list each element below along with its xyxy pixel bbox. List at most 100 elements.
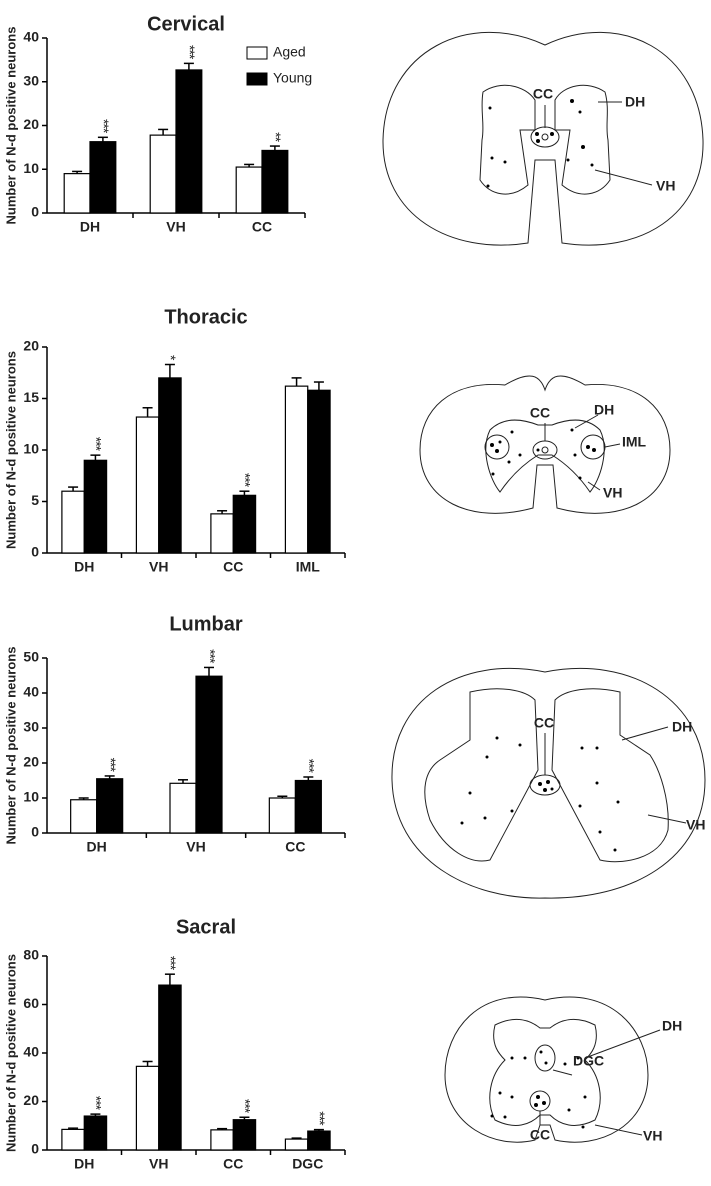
x-tick-label: DH [87, 839, 107, 855]
y-axis-label: Number of N-d positive neurons [3, 27, 18, 225]
significance-mark: *** [163, 956, 179, 971]
y-tick-label: 30 [23, 72, 39, 88]
significance-mark: *** [182, 45, 198, 60]
y-tick-label: 50 [23, 649, 39, 665]
bar [261, 149, 289, 214]
x-tick-label: DH [74, 559, 94, 575]
x-tick-label: CC [252, 219, 272, 235]
legend-label: Aged [273, 44, 306, 60]
y-tick-label: 0 [31, 544, 39, 560]
x-tick-label: VH [186, 839, 205, 855]
bar [169, 782, 197, 834]
diagram-lumbar: CC DH VH [391, 667, 706, 899]
bar [307, 1130, 331, 1151]
bar [210, 513, 234, 554]
bar [89, 141, 117, 214]
bar [232, 1119, 257, 1151]
bar [83, 459, 108, 554]
y-tick-label: 20 [23, 116, 39, 132]
x-tick-label: IML [296, 559, 321, 575]
bar [83, 1115, 108, 1151]
diagram-label: CC [533, 86, 553, 102]
y-tick-label: 15 [23, 389, 39, 405]
bar [195, 675, 223, 834]
bar [149, 134, 177, 214]
bar [284, 1138, 309, 1151]
chart-title: Lumbar [169, 613, 243, 635]
diagram-label: DH [625, 94, 645, 110]
diagram-sacral: DH DGC CC VH [444, 996, 682, 1144]
x-tick-label: CC [285, 839, 305, 855]
significance-mark: *** [238, 473, 254, 488]
significance-mark: ** [268, 132, 284, 142]
significance-mark: *** [238, 1099, 254, 1114]
significance-mark: *** [89, 437, 105, 452]
x-tick-label: DH [74, 1156, 94, 1172]
significance-mark: *** [96, 119, 112, 134]
y-tick-label: 10 [23, 160, 39, 176]
bar [284, 385, 309, 554]
legend-label: Young [273, 70, 312, 86]
bar [158, 984, 182, 1151]
significance-mark: *** [103, 758, 119, 773]
chart-title: Cervical [147, 13, 225, 35]
bar [232, 494, 257, 554]
significance-mark: *** [202, 649, 218, 664]
y-tick-label: 20 [23, 1092, 39, 1108]
y-tick-label: 0 [31, 824, 39, 840]
bar [61, 1128, 85, 1151]
diagram-label: VH [656, 178, 675, 194]
bar [63, 173, 91, 214]
y-axis-label: Number of N-d positive neurons [3, 954, 18, 1152]
significance-mark: *** [312, 1111, 328, 1126]
bar [70, 799, 98, 834]
x-tick-label: DGC [292, 1156, 323, 1172]
bar [307, 389, 331, 554]
bar [135, 416, 160, 554]
y-tick-label: 40 [23, 29, 39, 45]
chart-title: Thoracic [164, 306, 247, 328]
y-tick-label: 80 [23, 947, 39, 963]
x-tick-label: DH [80, 219, 100, 235]
x-tick-label: VH [149, 559, 168, 575]
bar [235, 166, 263, 214]
diagram-label: DGC [573, 1053, 604, 1069]
bar [210, 1129, 234, 1151]
diagram-label: VH [686, 817, 705, 833]
y-tick-label: 40 [23, 1044, 39, 1060]
y-axis-label: Number of N-d positive neurons [3, 647, 18, 845]
bar [158, 377, 182, 554]
diagram-thoracic: CC DH IML VH [419, 375, 671, 514]
chart-title: Sacral [176, 916, 236, 938]
bar [268, 797, 296, 834]
diagram-label: CC [534, 715, 554, 731]
bar [96, 778, 124, 834]
legend-swatch [246, 72, 268, 86]
y-tick-label: 0 [31, 1141, 39, 1157]
y-tick-label: 10 [23, 789, 39, 805]
y-tick-label: 10 [23, 441, 39, 457]
diagram-label: DH [672, 719, 692, 735]
y-tick-label: 20 [23, 338, 39, 354]
diagram-label: DH [594, 402, 614, 418]
bar [294, 779, 322, 834]
diagram-label: VH [603, 485, 622, 501]
y-tick-label: 0 [31, 204, 39, 220]
diagram-label: IML [622, 434, 647, 450]
y-tick-label: 60 [23, 995, 39, 1011]
diagram-label: CC [530, 405, 550, 421]
diagram-label: VH [643, 1128, 662, 1144]
y-tick-label: 30 [23, 719, 39, 735]
bar [135, 1065, 160, 1151]
x-tick-label: CC [223, 559, 243, 575]
y-tick-label: 20 [23, 754, 39, 770]
diagram-label: CC [530, 1127, 550, 1143]
x-tick-label: CC [223, 1156, 243, 1172]
significance-mark: *** [89, 1096, 105, 1111]
y-tick-label: 40 [23, 684, 39, 700]
x-tick-label: VH [149, 1156, 168, 1172]
diagram-label: DH [662, 1018, 682, 1034]
bar [175, 69, 203, 214]
legend-swatch [246, 46, 268, 60]
